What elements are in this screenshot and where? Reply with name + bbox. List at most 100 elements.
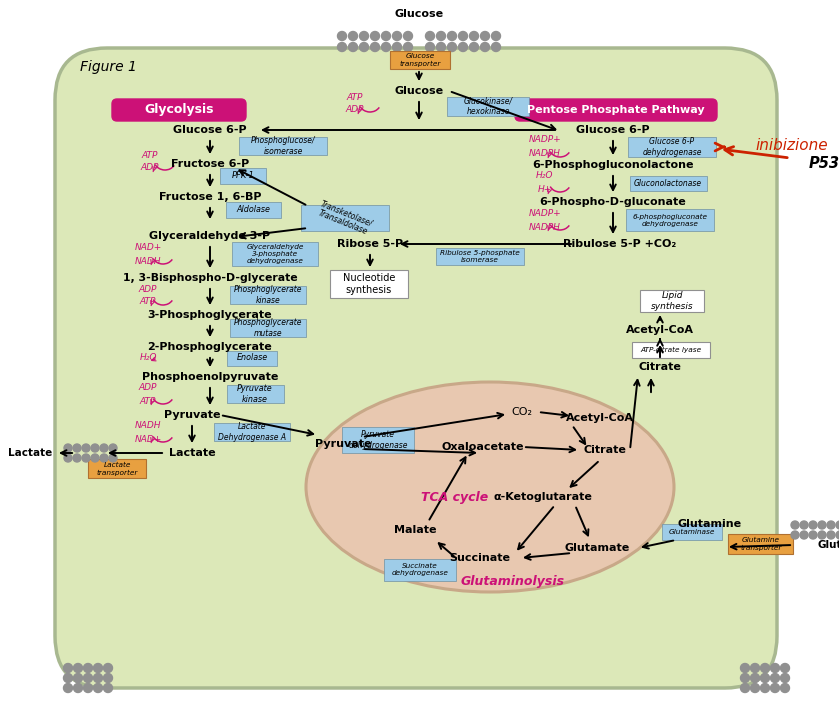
Text: Pyruvate: Pyruvate [164, 410, 221, 420]
Circle shape [492, 43, 501, 51]
Circle shape [818, 521, 826, 529]
Text: Glutamate: Glutamate [565, 543, 629, 553]
Circle shape [74, 664, 82, 672]
Ellipse shape [306, 382, 674, 592]
Text: ATP-citrate lyase: ATP-citrate lyase [640, 347, 701, 353]
Circle shape [481, 43, 489, 51]
Text: Figure 1: Figure 1 [80, 60, 137, 74]
Bar [342, 427, 414, 453]
Circle shape [770, 684, 779, 692]
Circle shape [371, 31, 379, 41]
Text: Fructose 1, 6-BP: Fructose 1, 6-BP [159, 192, 261, 202]
Text: Pyruvate
kinase: Pyruvate kinase [237, 384, 273, 404]
FancyBboxPatch shape [515, 99, 717, 121]
Circle shape [751, 664, 759, 672]
Text: Citrate: Citrate [638, 362, 681, 372]
Bar [214, 423, 290, 441]
Circle shape [100, 454, 108, 462]
Circle shape [836, 521, 839, 529]
Circle shape [74, 684, 82, 692]
Text: Glucose 6-P
dehydrogenase: Glucose 6-P dehydrogenase [642, 138, 701, 157]
Text: Phosphoglucose/
isomerase: Phosphoglucose/ isomerase [251, 136, 315, 155]
Text: ADP: ADP [138, 384, 157, 392]
Text: ADP: ADP [141, 163, 159, 173]
Text: H₂O: H₂O [536, 172, 554, 180]
Circle shape [791, 521, 799, 529]
Text: 1, 3-Bisphospho-D-glycerate: 1, 3-Bisphospho-D-glycerate [122, 273, 297, 283]
Circle shape [760, 674, 769, 682]
Circle shape [64, 674, 72, 682]
Circle shape [64, 454, 72, 462]
Circle shape [348, 43, 357, 51]
Text: Glyceraldehyde 3-P: Glyceraldehyde 3-P [149, 231, 270, 241]
Circle shape [780, 674, 789, 682]
Bar [230, 319, 306, 337]
Circle shape [348, 31, 357, 41]
Circle shape [492, 31, 501, 41]
Text: Pyruvate: Pyruvate [315, 439, 371, 449]
Circle shape [827, 531, 835, 539]
Bar [384, 559, 456, 581]
Circle shape [382, 31, 390, 41]
Text: NADH: NADH [135, 421, 161, 431]
Text: TCA cycle: TCA cycle [421, 491, 488, 505]
Text: CO₂: CO₂ [512, 407, 533, 417]
Text: 2-Phosphoglycerate: 2-Phosphoglycerate [148, 342, 273, 352]
Bar [88, 459, 146, 478]
Bar [226, 202, 280, 218]
Circle shape [91, 444, 99, 452]
Text: Nucleotide
synthesis: Nucleotide synthesis [343, 273, 395, 294]
Circle shape [103, 664, 112, 672]
Text: Acetyl-CoA: Acetyl-CoA [566, 413, 634, 423]
Text: Phosphoglycerate
kinase: Phosphoglycerate kinase [234, 285, 302, 304]
Circle shape [447, 31, 456, 41]
FancyBboxPatch shape [55, 48, 777, 688]
Text: Glutaminolysis: Glutaminolysis [461, 575, 565, 588]
Text: Glucose: Glucose [394, 86, 444, 96]
Text: Ribulose 5-phosphate
isomerase: Ribulose 5-phosphate isomerase [440, 250, 520, 262]
Bar [232, 242, 318, 266]
Bar [436, 247, 524, 265]
Circle shape [741, 684, 749, 692]
Circle shape [337, 31, 347, 41]
Text: NAD+: NAD+ [134, 244, 162, 252]
Text: Glutamine: Glutamine [818, 540, 839, 550]
Text: Glutaminase: Glutaminase [669, 529, 715, 535]
Circle shape [760, 684, 769, 692]
Circle shape [481, 31, 489, 41]
Circle shape [800, 531, 808, 539]
Text: Glucose: Glucose [394, 9, 444, 19]
Circle shape [64, 684, 72, 692]
Text: Pyruvate
dehydrogenase: Pyruvate dehydrogenase [348, 431, 408, 450]
Bar [227, 385, 284, 403]
Text: Fructose 6-P: Fructose 6-P [171, 159, 249, 169]
Text: ADP: ADP [138, 284, 157, 294]
Bar [662, 524, 722, 540]
Text: 3-Phosphoglycerate: 3-Phosphoglycerate [148, 310, 273, 320]
Circle shape [425, 43, 435, 51]
Circle shape [109, 444, 117, 452]
Bar [447, 96, 529, 116]
Text: ATP: ATP [142, 150, 159, 160]
Circle shape [73, 444, 81, 452]
Text: Gluconolactonase: Gluconolactonase [634, 178, 702, 188]
Circle shape [103, 674, 112, 682]
Text: Lipid
synthesis: Lipid synthesis [651, 292, 693, 311]
Text: Ribulose 5-P +CO₂: Ribulose 5-P +CO₂ [563, 239, 676, 249]
Text: Phosphoenolpyruvate: Phosphoenolpyruvate [142, 372, 279, 382]
Circle shape [770, 664, 779, 672]
Circle shape [404, 31, 413, 41]
Circle shape [760, 664, 769, 672]
Text: Transketolase/
Transaldolase: Transketolase/ Transaldolase [315, 199, 374, 237]
Circle shape [741, 674, 749, 682]
Text: Glutamine: Glutamine [678, 519, 742, 529]
Text: Glycolysis: Glycolysis [144, 103, 214, 116]
Circle shape [425, 31, 435, 41]
Text: Acetyl-CoA: Acetyl-CoA [626, 325, 694, 335]
Bar [628, 137, 716, 157]
Circle shape [436, 43, 446, 51]
Circle shape [770, 674, 779, 682]
Text: Succinate
dehydrogenase: Succinate dehydrogenase [392, 563, 448, 577]
Bar [728, 534, 793, 554]
Text: 6-Phosphogluconolactone: 6-Phosphogluconolactone [532, 160, 694, 170]
